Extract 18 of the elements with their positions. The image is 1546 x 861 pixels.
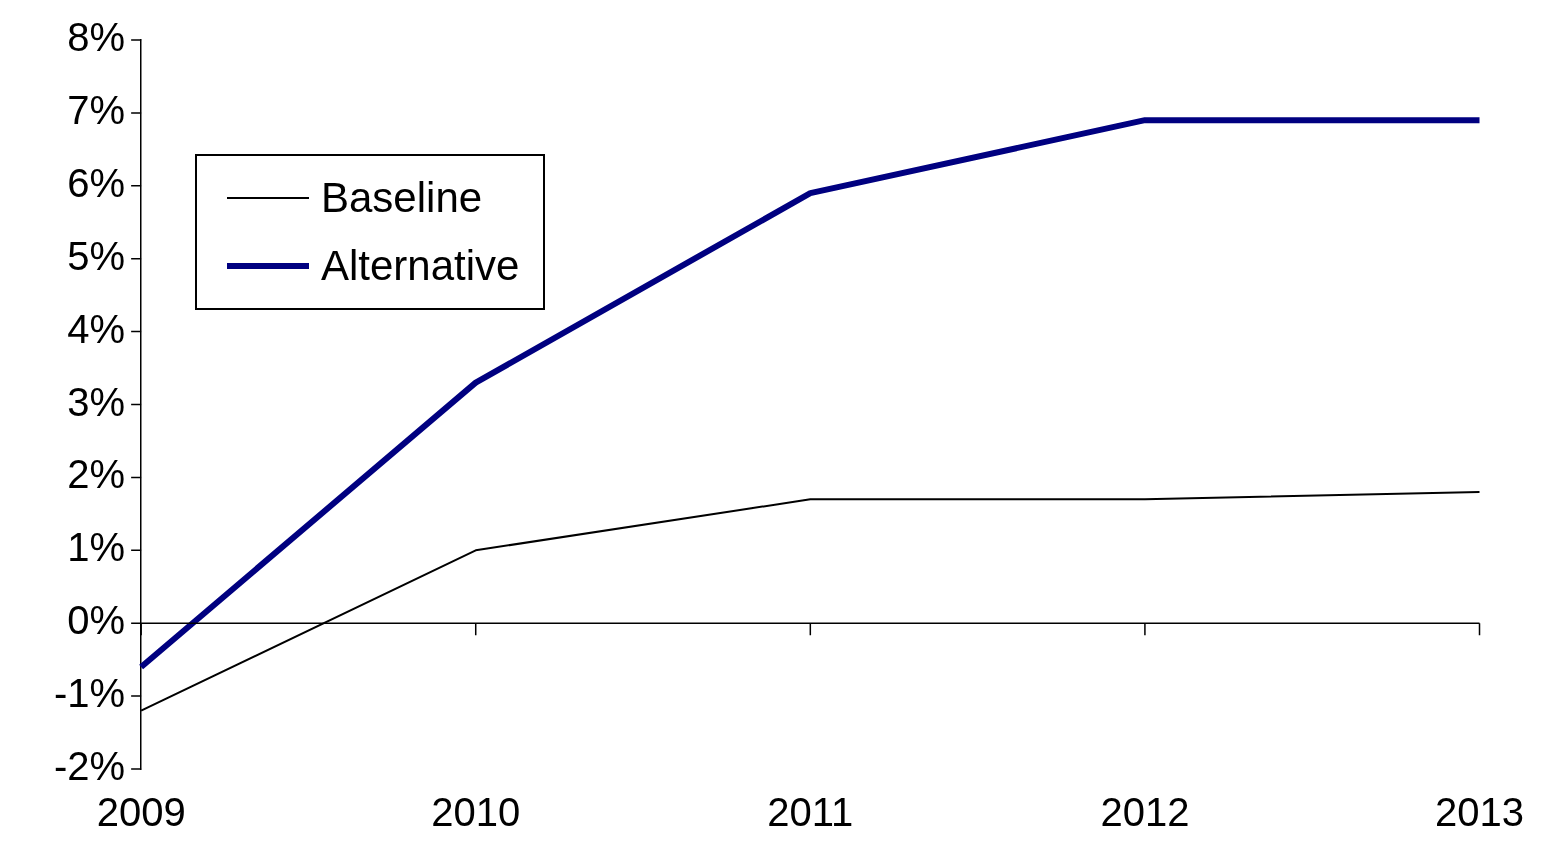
y-tick-label: 2% <box>67 452 126 497</box>
y-tick-label: 0% <box>67 598 126 643</box>
y-tick-label: 7% <box>67 87 126 132</box>
legend-label: Baseline <box>321 174 483 222</box>
y-tick-label: 5% <box>67 233 126 278</box>
x-tick-label: 2010 <box>431 790 521 835</box>
y-tick-label: 4% <box>67 306 126 351</box>
y-tick-label: 6% <box>67 160 126 205</box>
x-tick-label: 2009 <box>96 790 186 835</box>
y-tick-label: -2% <box>53 744 126 789</box>
y-tick-label: 3% <box>67 379 126 424</box>
x-tick-label: 2013 <box>1435 790 1524 835</box>
x-tick-label: 2011 <box>767 790 854 835</box>
y-tick-label: 1% <box>67 525 126 570</box>
y-tick-label: -1% <box>53 671 126 716</box>
legend-label: Alternative <box>321 242 520 290</box>
x-tick-label: 2012 <box>1100 790 1190 835</box>
y-tick-label: 8% <box>67 15 126 60</box>
